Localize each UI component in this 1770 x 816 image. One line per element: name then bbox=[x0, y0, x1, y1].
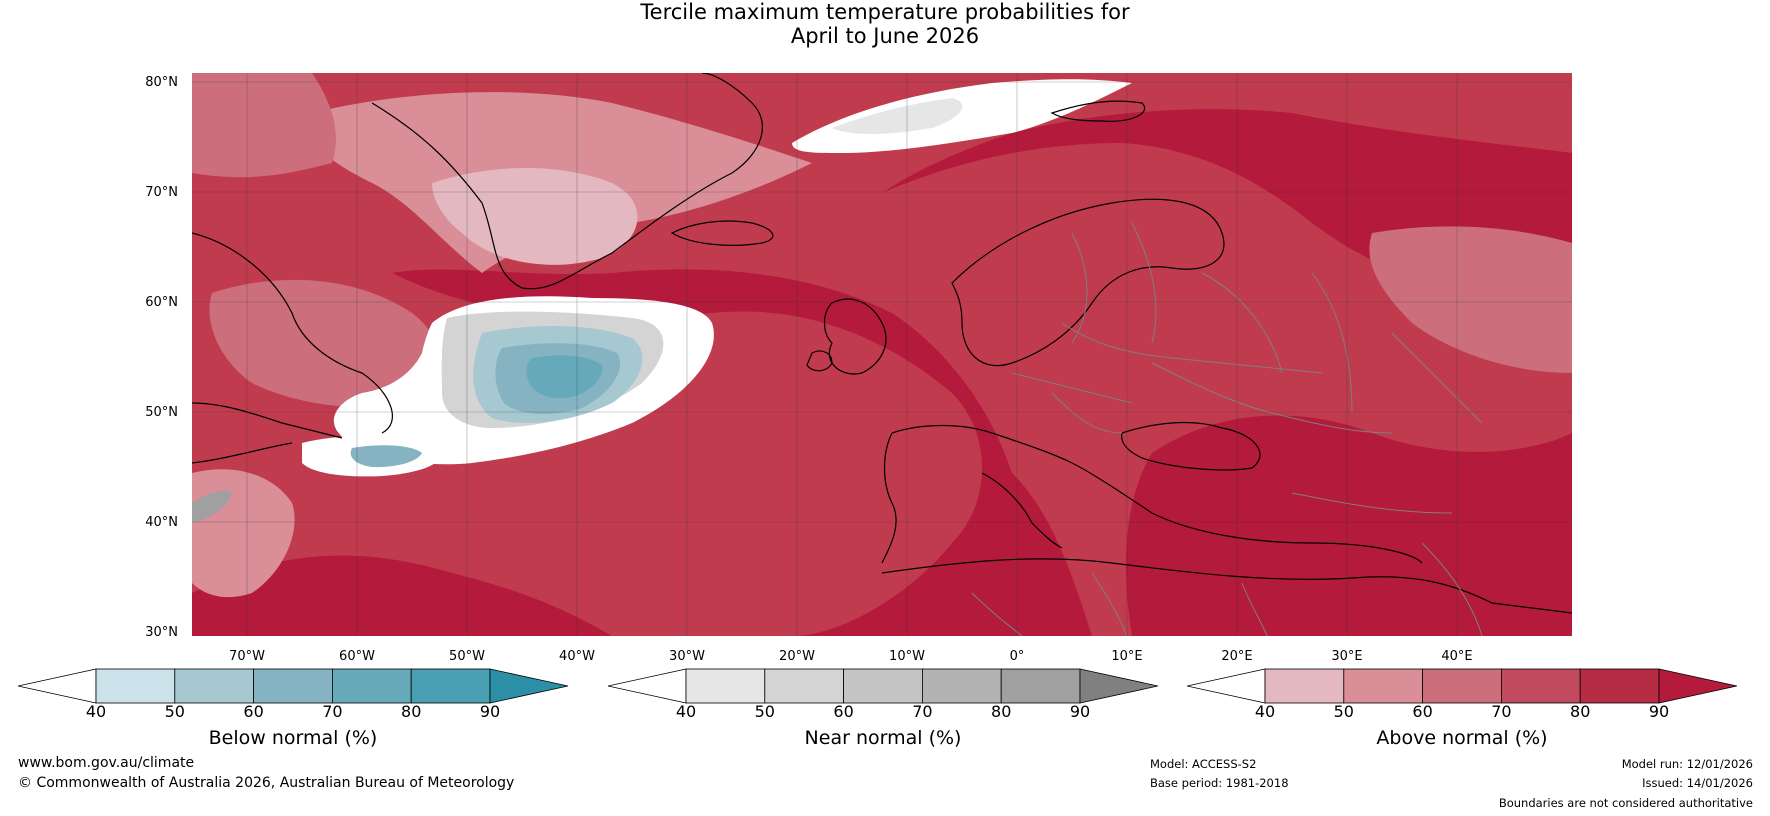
lon-label-50w: 50°W bbox=[449, 649, 485, 664]
colorbar-tick-label: 70 bbox=[1491, 702, 1512, 721]
colorbar-segment bbox=[95, 668, 176, 704]
near-normal-arctic-grey bbox=[832, 98, 963, 135]
near-normal-arctic bbox=[792, 79, 1132, 153]
colorbar-tick-label: 70 bbox=[912, 702, 933, 721]
colorbar-segment bbox=[331, 668, 412, 704]
colorbar-segment bbox=[1579, 668, 1660, 704]
colorbar-segment bbox=[410, 668, 491, 704]
lat-label-70n: 70°N bbox=[145, 185, 178, 200]
colorbar-segment bbox=[253, 668, 333, 704]
title-line-2: April to June 2026 bbox=[790, 24, 980, 48]
colorbar-tick-label: 50 bbox=[1333, 702, 1354, 721]
model-text: Model: ACCESS-S2 bbox=[1150, 757, 1257, 771]
colorbar-segment bbox=[843, 668, 923, 704]
colorbar-extend-high bbox=[1658, 668, 1737, 704]
above-90-region bbox=[392, 269, 1092, 636]
colorbar-extend-low bbox=[1187, 668, 1266, 704]
issued-text: Issued: 14/01/2026 bbox=[1642, 776, 1753, 790]
colorbar-tick-label: 40 bbox=[85, 702, 107, 721]
above-60-west bbox=[192, 73, 336, 178]
lon-label-20e: 20°E bbox=[1221, 649, 1253, 664]
lat-label-30n: 30°N bbox=[145, 625, 178, 640]
disclaimer-text: Boundaries are not considered authoritat… bbox=[1498, 796, 1753, 810]
colorbar-above-normal bbox=[1187, 668, 1737, 704]
lat-label-50n: 50°N bbox=[145, 405, 178, 420]
colorbar-tick-label: 90 bbox=[479, 702, 501, 721]
colorbar-tick-label: 60 bbox=[833, 702, 854, 721]
colorbar-segment bbox=[1000, 668, 1081, 704]
colorbar-below-normal bbox=[18, 668, 568, 704]
colorbar-near-normal bbox=[608, 668, 1158, 704]
lat-label-60n: 60°N bbox=[145, 295, 178, 310]
above-90-east bbox=[1126, 415, 1572, 636]
colorbar-tick-label: 90 bbox=[1648, 702, 1670, 721]
probability-map bbox=[192, 73, 1572, 636]
lat-label-80n: 80°N bbox=[145, 75, 178, 90]
above-60-labrador bbox=[209, 279, 438, 407]
lon-label-30e: 30°E bbox=[1331, 649, 1363, 664]
model-run-text: Model run: 12/01/2026 bbox=[1621, 757, 1753, 771]
colorbar-segment bbox=[685, 668, 766, 704]
above-60-east bbox=[1369, 226, 1572, 373]
country-borders bbox=[971, 222, 1483, 636]
colorbar-extend-low bbox=[18, 668, 97, 704]
colorbar-above-label: Above normal (%) bbox=[1376, 727, 1548, 749]
colorbar-segment bbox=[764, 668, 845, 704]
colorbar-near-label: Near normal (%) bbox=[804, 727, 962, 749]
colorbar-below-label: Below normal (%) bbox=[208, 727, 378, 749]
colorbar-tick-label: 80 bbox=[401, 702, 422, 721]
colorbar-tick-label: 40 bbox=[1254, 702, 1276, 721]
below-normal-southwest bbox=[350, 445, 422, 468]
colorbar-tick-label: 70 bbox=[322, 702, 343, 721]
colorbar-tick-label: 60 bbox=[243, 702, 264, 721]
colorbar-tick-label: 80 bbox=[1570, 702, 1591, 721]
colorbar-tick-label: 50 bbox=[164, 702, 185, 721]
colorbar-segment bbox=[174, 668, 255, 704]
colorbar-tick-label: 60 bbox=[1412, 702, 1433, 721]
colorbar-tick-label: 50 bbox=[754, 702, 775, 721]
lon-label-10w: 10°W bbox=[889, 649, 925, 664]
colorbar-segment bbox=[1343, 668, 1424, 704]
above-50-greenland bbox=[432, 168, 638, 265]
lon-label-30w: 30°W bbox=[669, 649, 705, 664]
lon-label-10e: 10°E bbox=[1111, 649, 1143, 664]
gridlines bbox=[192, 73, 1572, 636]
lon-label-70w: 70°W bbox=[229, 649, 265, 664]
lon-label-0: 0° bbox=[1009, 649, 1025, 664]
coastlines bbox=[192, 73, 1572, 614]
colorbar-segment bbox=[921, 668, 1002, 704]
copyright-text: © Commonwealth of Australia 2026, Austra… bbox=[18, 775, 515, 791]
colorbar-segment bbox=[1422, 668, 1502, 704]
lon-label-40e: 40°E bbox=[1441, 649, 1473, 664]
colorbar-tick-label: 40 bbox=[675, 702, 697, 721]
near-normal-coast bbox=[192, 491, 232, 523]
colorbar-tick-label: 90 bbox=[1069, 702, 1091, 721]
map-title: Tercile maximum temperature probabilitie… bbox=[0, 0, 1770, 48]
lon-label-20w: 20°W bbox=[779, 649, 815, 664]
below-normal-70 bbox=[526, 355, 603, 399]
website-link[interactable]: www.bom.gov.au/climate bbox=[18, 755, 195, 771]
lat-label-40n: 40°N bbox=[145, 515, 178, 530]
colorbar-tick-label: 80 bbox=[991, 702, 1012, 721]
colorbar-segment bbox=[1500, 668, 1581, 704]
colorbar-segment bbox=[1264, 668, 1345, 704]
colorbar-extend-low bbox=[608, 668, 687, 704]
lon-label-60w: 60°W bbox=[339, 649, 375, 664]
colorbar-extend-high bbox=[489, 668, 568, 704]
lon-label-40w: 40°W bbox=[559, 649, 595, 664]
title-line-1: Tercile maximum temperature probabilitie… bbox=[640, 0, 1130, 24]
above-90-southwest bbox=[192, 555, 612, 636]
base-period-text: Base period: 1981-2018 bbox=[1150, 776, 1289, 790]
colorbar-extend-high bbox=[1079, 668, 1158, 704]
